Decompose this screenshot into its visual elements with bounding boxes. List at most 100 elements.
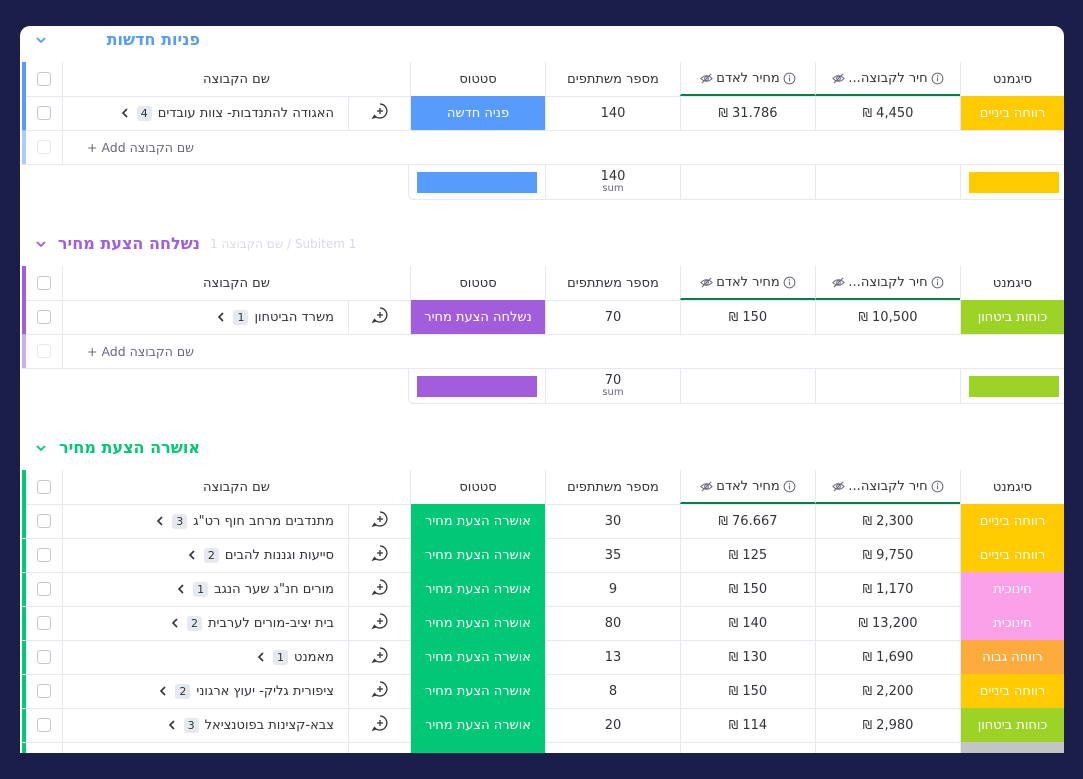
table-row[interactable]: בית יציב-מורים לערבית 2 אושרה הצעת מחיר …	[22, 606, 1064, 641]
info-icon[interactable]	[931, 72, 944, 85]
table-row[interactable]: מאמנט 1 אושרה הצעת מחיר 13 ₪ 130 ₪ 1,690…	[22, 640, 1064, 675]
subitem-count-badge[interactable]: 2	[186, 615, 202, 631]
person-price-cell[interactable]: ₪ 140	[680, 606, 815, 640]
column-header-group-price[interactable]: ...חיר לקבוצה	[815, 470, 960, 504]
add-update-icon[interactable]	[371, 646, 389, 668]
group-price-cell[interactable]: ₪ 9,750	[815, 538, 960, 572]
subitem-count-badge[interactable]: 1	[273, 649, 289, 665]
add-item-row[interactable]: + Add שם הקבוצה	[22, 130, 1064, 165]
item-name[interactable]: מתנדבים מרחב חוף רט"ג	[193, 513, 334, 529]
add-update-icon[interactable]	[371, 680, 389, 702]
segment-summary[interactable]	[960, 164, 1064, 200]
column-header-segment[interactable]: סיגמנט	[960, 470, 1064, 504]
subitem-count-badge[interactable]: 4	[136, 105, 152, 121]
item-name-cell[interactable]: משרד הביטחון 1	[62, 300, 348, 334]
segment-cell[interactable]: כוחות ביטחון	[960, 300, 1064, 334]
subitem-count-badge[interactable]: 1	[193, 581, 209, 597]
status-cell[interactable]: אושרה הצעת מחיר	[410, 674, 545, 708]
info-icon[interactable]	[783, 72, 796, 85]
segment-summary[interactable]	[960, 368, 1064, 404]
expand-subitems-icon[interactable]	[169, 617, 181, 629]
participants-cell[interactable]: 80	[545, 606, 680, 640]
column-header-status[interactable]: סטטוס	[410, 470, 545, 504]
updates-cell[interactable]	[348, 572, 410, 606]
item-name[interactable]: ציפורית גליק- יעוץ ארגוני	[196, 683, 334, 699]
expand-subitems-icon[interactable]	[119, 107, 131, 119]
status-cell[interactable]: פניה חדשה	[410, 96, 545, 130]
add-item-row[interactable]: + Add שם הקבוצה	[22, 334, 1064, 369]
column-header-status[interactable]: סטטוס	[410, 266, 545, 300]
add-update-icon[interactable]	[371, 578, 389, 600]
updates-cell[interactable]	[348, 606, 410, 640]
add-update-icon[interactable]	[371, 306, 389, 328]
row-checkbox[interactable]	[37, 616, 51, 630]
participants-cell[interactable]: 30	[545, 504, 680, 538]
table-row[interactable]: מורים חנ"ג שער הנגב 1 אושרה הצעת מחיר 9 …	[22, 572, 1064, 607]
select-all-checkbox[interactable]	[37, 480, 51, 494]
group-price-cell[interactable]: ₪ 1,690	[815, 640, 960, 674]
row-checkbox[interactable]	[37, 582, 51, 596]
participants-cell[interactable]: 140	[545, 96, 680, 130]
column-header-name[interactable]: שם הקבוצה	[62, 266, 410, 300]
status-cell[interactable]: אושרה הצעת מחיר	[410, 572, 545, 606]
status-cell[interactable]: אושרה הצעת מחיר	[410, 640, 545, 674]
updates-cell[interactable]	[348, 504, 410, 538]
participants-cell[interactable]: 8	[545, 674, 680, 708]
segment-cell[interactable]: רווחה גבוה	[960, 640, 1064, 674]
status-cell[interactable]: אושרה הצעת מחיר	[410, 504, 545, 538]
collapse-chevron-icon[interactable]	[34, 32, 48, 46]
column-header-segment[interactable]: סיגמנט	[960, 62, 1064, 96]
add-item-input[interactable]: + Add שם הקבוצה	[62, 334, 1064, 368]
expand-subitems-icon[interactable]	[154, 515, 166, 527]
updates-cell[interactable]	[348, 300, 410, 334]
status-summary[interactable]	[408, 368, 545, 404]
info-icon[interactable]	[931, 276, 944, 289]
status-cell[interactable]: אושרה הצעת מחיר	[410, 538, 545, 572]
participants-cell[interactable]: 35	[545, 538, 680, 572]
add-update-icon[interactable]	[371, 714, 389, 736]
table-row[interactable]: משרד הביטחון 1 נשלחה הצעת מחיר 70 ₪ 150 …	[22, 300, 1064, 335]
updates-cell[interactable]	[348, 640, 410, 674]
segment-cell[interactable]: רווחה ביניים	[960, 96, 1064, 130]
expand-subitems-icon[interactable]	[255, 651, 267, 663]
add-update-icon[interactable]	[371, 544, 389, 566]
column-header-participants[interactable]: מספר משתתפים	[545, 266, 680, 300]
segment-cell[interactable]: רווחה ביניים	[960, 674, 1064, 708]
person-price-cell[interactable]: ₪ 150	[680, 572, 815, 606]
expand-subitems-icon[interactable]	[175, 583, 187, 595]
add-update-icon[interactable]	[371, 102, 389, 124]
item-name-cell[interactable]: מתנדבים מרחב חוף רט"ג 3	[62, 504, 348, 538]
subitem-count-badge[interactable]: 2	[175, 683, 191, 699]
column-header-participants[interactable]: מספר משתתפים	[545, 470, 680, 504]
item-name-cell[interactable]: צבא-קצינות בפוטנציאל 3	[62, 708, 348, 742]
subitem-count-badge[interactable]: 3	[172, 513, 188, 529]
row-checkbox[interactable]	[37, 514, 51, 528]
item-name-cell[interactable]: האגודה להתנדבות- צוות עובדים 4	[62, 96, 348, 130]
column-header-person-price[interactable]: מחיר לאדם	[680, 470, 815, 504]
collapse-chevron-icon[interactable]	[34, 236, 48, 250]
column-header-name[interactable]: שם הקבוצה	[62, 62, 410, 96]
row-checkbox[interactable]	[37, 650, 51, 664]
person-price-cell[interactable]: ₪ 150	[680, 300, 815, 334]
row-checkbox[interactable]	[37, 106, 51, 120]
person-price-cell[interactable]: ₪ 150	[680, 674, 815, 708]
table-row[interactable]: סייעות וגננות להבים 2 אושרה הצעת מחיר 35…	[22, 538, 1064, 573]
row-checkbox[interactable]	[37, 548, 51, 562]
group-price-cell[interactable]: ₪ 4,450	[815, 96, 960, 130]
column-header-person-price[interactable]: מחיר לאדם	[680, 266, 815, 300]
item-name-cell[interactable]: סייעות וגננות להבים 2	[62, 538, 348, 572]
person-price-cell[interactable]: ₪ 31.786	[680, 96, 815, 130]
info-icon[interactable]	[931, 480, 944, 493]
table-row[interactable]: ציפורית גליק- יעוץ ארגוני 2 אושרה הצעת מ…	[22, 674, 1064, 709]
group-title[interactable]: נשלחה הצעת מחיר	[57, 234, 200, 253]
item-name[interactable]: מאמנט	[294, 649, 334, 665]
table-row[interactable]: צבא-קצינות בפוטנציאל 3 אושרה הצעת מחיר 2…	[22, 708, 1064, 743]
group-price-cell[interactable]: ₪ 2,300	[815, 504, 960, 538]
status-cell[interactable]: אושרה הצעת מחיר	[410, 708, 545, 742]
segment-cell[interactable]: כוחות ביטחון	[960, 708, 1064, 742]
participants-summary[interactable]: 140 sum	[545, 164, 680, 200]
participants-cell[interactable]: 9	[545, 572, 680, 606]
column-header-group-price[interactable]: ...חיר לקבוצה	[815, 62, 960, 96]
item-name-cell[interactable]: בית יציב-מורים לערבית 2	[62, 606, 348, 640]
add-update-icon[interactable]	[371, 510, 389, 532]
